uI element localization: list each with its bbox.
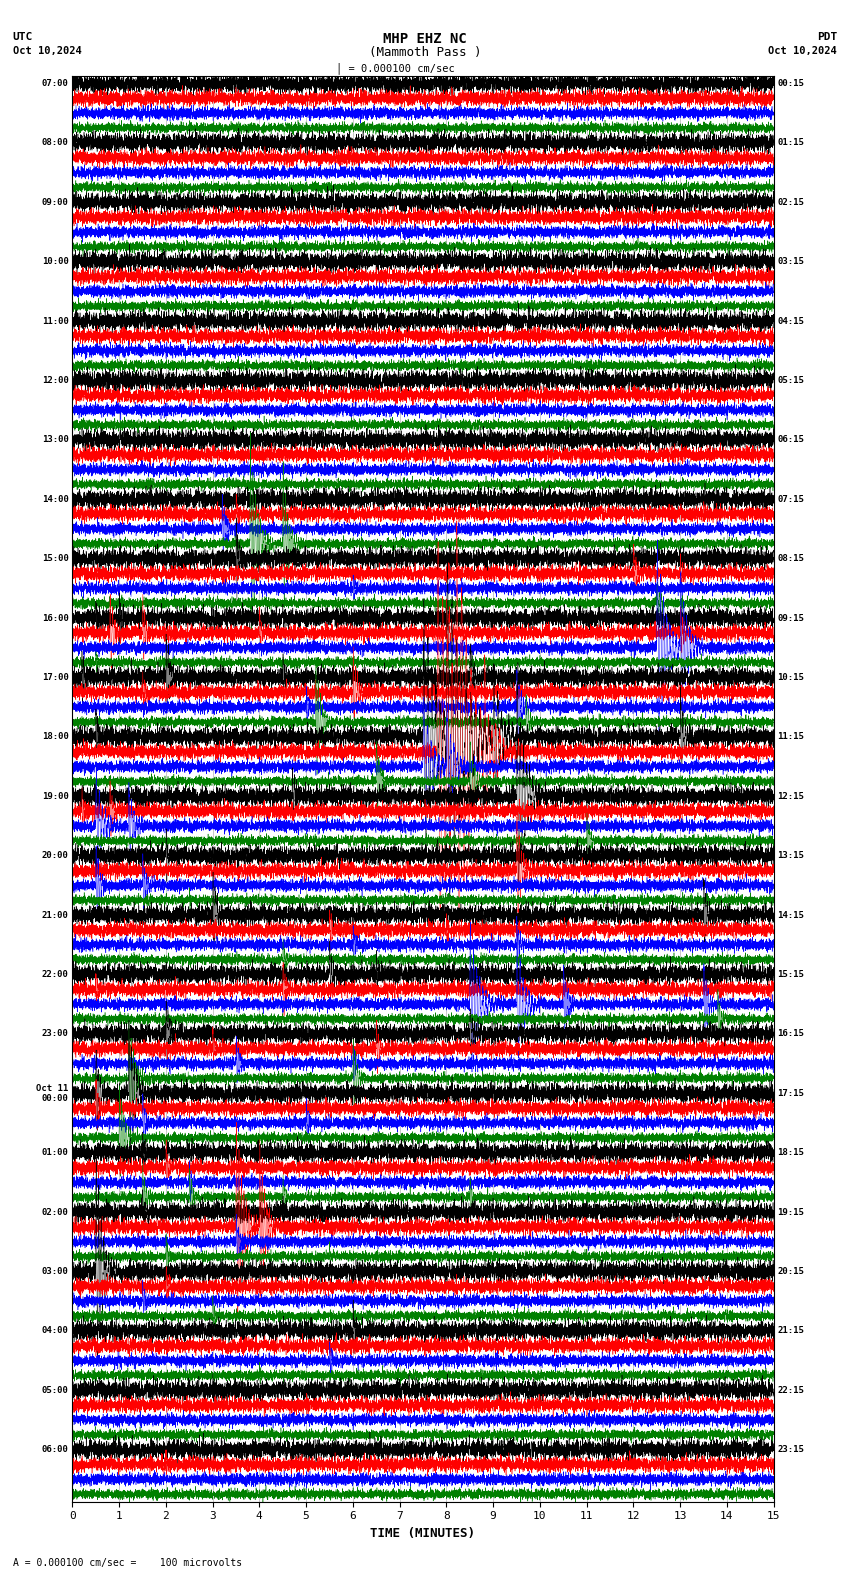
Text: 05:15: 05:15: [777, 375, 804, 385]
Text: 10:15: 10:15: [777, 673, 804, 683]
Text: PDT: PDT: [817, 32, 837, 41]
Text: 21:15: 21:15: [777, 1326, 804, 1335]
Text: 11:00: 11:00: [42, 317, 69, 326]
Text: 06:15: 06:15: [777, 436, 804, 445]
X-axis label: TIME (MINUTES): TIME (MINUTES): [371, 1527, 475, 1540]
Text: 15:00: 15:00: [42, 554, 69, 564]
Text: 13:15: 13:15: [777, 851, 804, 860]
Text: Oct 11
00:00: Oct 11 00:00: [37, 1083, 69, 1102]
Text: 03:00: 03:00: [42, 1267, 69, 1277]
Text: 22:15: 22:15: [777, 1386, 804, 1396]
Text: 22:00: 22:00: [42, 969, 69, 979]
Text: 02:00: 02:00: [42, 1207, 69, 1217]
Text: 12:15: 12:15: [777, 792, 804, 802]
Text: 00:15: 00:15: [777, 79, 804, 89]
Text: 20:15: 20:15: [777, 1267, 804, 1277]
Text: 14:00: 14:00: [42, 494, 69, 504]
Text: UTC: UTC: [13, 32, 33, 41]
Text: 08:15: 08:15: [777, 554, 804, 564]
Text: 20:00: 20:00: [42, 851, 69, 860]
Text: MHP EHZ NC: MHP EHZ NC: [383, 32, 467, 46]
Text: 11:15: 11:15: [777, 732, 804, 741]
Text: A = 0.000100 cm/sec =    100 microvolts: A = 0.000100 cm/sec = 100 microvolts: [13, 1559, 242, 1568]
Text: 05:00: 05:00: [42, 1386, 69, 1396]
Text: 14:15: 14:15: [777, 911, 804, 920]
Text: 19:15: 19:15: [777, 1207, 804, 1217]
Text: 10:00: 10:00: [42, 257, 69, 266]
Text: 17:00: 17:00: [42, 673, 69, 683]
Text: 04:15: 04:15: [777, 317, 804, 326]
Text: 07:00: 07:00: [42, 79, 69, 89]
Text: 01:00: 01:00: [42, 1148, 69, 1158]
Text: 01:15: 01:15: [777, 138, 804, 147]
Text: 07:15: 07:15: [777, 494, 804, 504]
Text: 16:00: 16:00: [42, 613, 69, 623]
Text: 23:15: 23:15: [777, 1445, 804, 1454]
Text: 18:00: 18:00: [42, 732, 69, 741]
Text: Oct 10,2024: Oct 10,2024: [13, 46, 82, 55]
Text: 16:15: 16:15: [777, 1030, 804, 1039]
Text: 09:15: 09:15: [777, 613, 804, 623]
Text: 13:00: 13:00: [42, 436, 69, 445]
Text: 02:15: 02:15: [777, 198, 804, 208]
Text: (Mammoth Pass ): (Mammoth Pass ): [369, 46, 481, 59]
Text: 18:15: 18:15: [777, 1148, 804, 1158]
Text: │ = 0.000100 cm/sec: │ = 0.000100 cm/sec: [336, 62, 455, 73]
Text: Oct 10,2024: Oct 10,2024: [768, 46, 837, 55]
Text: 15:15: 15:15: [777, 969, 804, 979]
Text: 06:00: 06:00: [42, 1445, 69, 1454]
Text: 23:00: 23:00: [42, 1030, 69, 1039]
Text: 21:00: 21:00: [42, 911, 69, 920]
Text: 12:00: 12:00: [42, 375, 69, 385]
Text: 04:00: 04:00: [42, 1326, 69, 1335]
Text: 19:00: 19:00: [42, 792, 69, 802]
Text: 09:00: 09:00: [42, 198, 69, 208]
Text: 03:15: 03:15: [777, 257, 804, 266]
Text: 08:00: 08:00: [42, 138, 69, 147]
Text: 17:15: 17:15: [777, 1088, 804, 1098]
